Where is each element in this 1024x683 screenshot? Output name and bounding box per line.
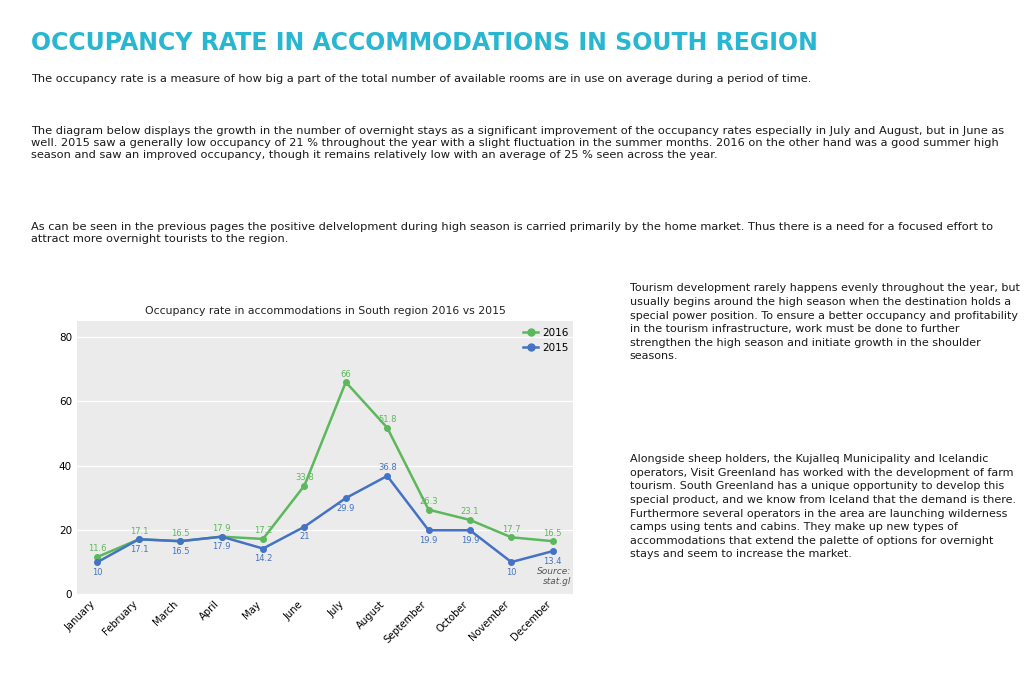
Text: 17.7: 17.7 (502, 525, 520, 534)
Text: 16.5: 16.5 (171, 546, 189, 556)
Text: The occupancy rate is a measure of how big a part of the total number of availab: The occupancy rate is a measure of how b… (31, 74, 811, 84)
Text: 26.3: 26.3 (419, 497, 438, 506)
Text: Alongside sheep holders, the Kujalleq Municipality and Icelandic operators, Visi: Alongside sheep holders, the Kujalleq Mu… (630, 454, 1016, 559)
Text: 13.4: 13.4 (544, 557, 562, 566)
Text: Tourism development rarely happens evenly throughout the year, but usually begin: Tourism development rarely happens evenl… (630, 283, 1020, 361)
Text: 16.5: 16.5 (544, 529, 562, 538)
Text: 51.8: 51.8 (378, 415, 396, 424)
Text: 17.1: 17.1 (130, 527, 148, 535)
Text: 14.2: 14.2 (254, 554, 272, 563)
Text: 23.1: 23.1 (461, 507, 479, 516)
Legend: 2016, 2015: 2016, 2015 (519, 324, 573, 357)
Text: 17.9: 17.9 (212, 542, 230, 551)
Text: 17.1: 17.1 (130, 545, 148, 554)
Text: 17.2: 17.2 (254, 527, 272, 535)
Text: 66: 66 (340, 370, 351, 378)
Text: Source:
stat.gl: Source: stat.gl (537, 567, 571, 586)
Text: 19.9: 19.9 (461, 535, 479, 545)
Text: 19.9: 19.9 (420, 535, 438, 545)
Text: 33.8: 33.8 (295, 473, 313, 482)
Text: The diagram below displays the growth in the number of overnight stays as a sign: The diagram below displays the growth in… (31, 126, 1004, 160)
Text: 29.9: 29.9 (337, 503, 355, 513)
Text: 21: 21 (299, 532, 309, 541)
Text: 11.6: 11.6 (88, 544, 106, 553)
Text: 10: 10 (506, 568, 517, 576)
Text: 10: 10 (92, 568, 102, 576)
Title: Occupancy rate in accommodations in South region 2016 vs 2015: Occupancy rate in accommodations in Sout… (144, 306, 506, 316)
Text: 17.9: 17.9 (212, 524, 230, 533)
Text: 16.5: 16.5 (171, 529, 189, 538)
Text: OCCUPANCY RATE IN ACCOMMODATIONS IN SOUTH REGION: OCCUPANCY RATE IN ACCOMMODATIONS IN SOUT… (31, 31, 817, 55)
Text: 36.8: 36.8 (378, 463, 396, 473)
Text: As can be seen in the previous pages the positive delvelopment during high seaso: As can be seen in the previous pages the… (31, 222, 993, 244)
